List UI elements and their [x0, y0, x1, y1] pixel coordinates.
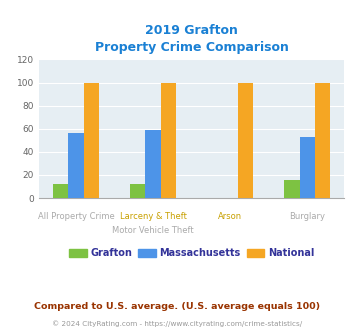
Text: Motor Vehicle Theft: Motor Vehicle Theft	[112, 226, 194, 235]
Bar	[315, 82, 331, 198]
Bar	[284, 180, 300, 198]
Bar	[238, 82, 253, 198]
Text: Burglary: Burglary	[289, 212, 325, 221]
Text: Arson: Arson	[218, 212, 242, 221]
Legend: Grafton, Massachusetts, National: Grafton, Massachusetts, National	[65, 245, 318, 262]
Text: © 2024 CityRating.com - https://www.cityrating.com/crime-statistics/: © 2024 CityRating.com - https://www.city…	[53, 320, 302, 327]
Title: 2019 Grafton
Property Crime Comparison: 2019 Grafton Property Crime Comparison	[95, 24, 289, 54]
Bar	[69, 133, 84, 198]
Text: Compared to U.S. average. (U.S. average equals 100): Compared to U.S. average. (U.S. average …	[34, 302, 321, 311]
Bar	[146, 130, 161, 198]
Bar	[53, 184, 69, 198]
Text: Larceny & Theft: Larceny & Theft	[120, 212, 187, 221]
Bar	[130, 184, 146, 198]
Bar	[84, 82, 99, 198]
Bar	[161, 82, 176, 198]
Text: All Property Crime: All Property Crime	[38, 212, 114, 221]
Bar	[300, 137, 315, 198]
